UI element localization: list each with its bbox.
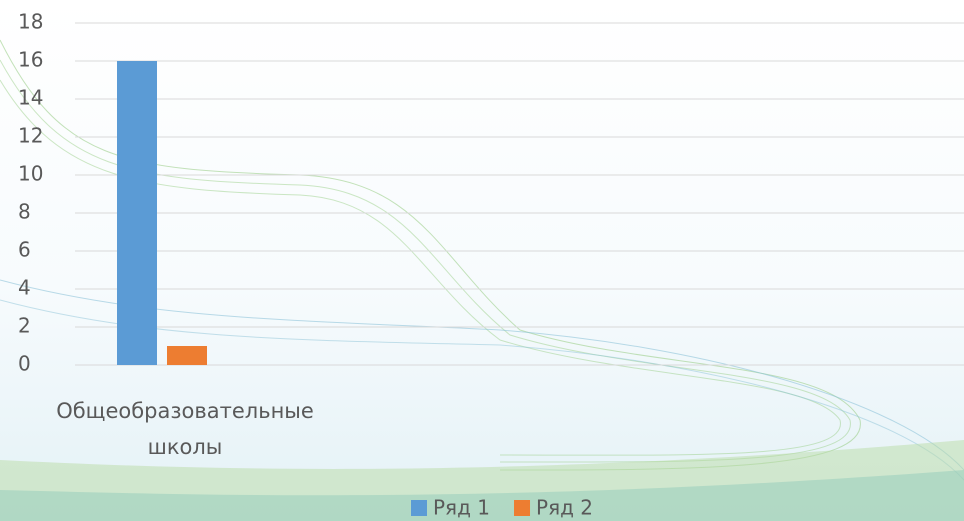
chart-page: 0 2 4 6 8 10 12 14 16 18 Ряд 1 Ряд 2 Общеобразовате… bbox=[0, 0, 964, 521]
x-tick-label: Общеобразовательные школы bbox=[20, 393, 350, 465]
y-tick-label: 8 bbox=[18, 200, 31, 224]
legend-label: Ряд 2 bbox=[536, 496, 593, 520]
y-tick-label: 18 bbox=[18, 10, 43, 34]
legend-swatch bbox=[514, 500, 530, 516]
bar bbox=[117, 61, 157, 365]
y-tick-label: 6 bbox=[18, 238, 31, 262]
y-tick-label: 14 bbox=[18, 86, 43, 110]
y-tick-label: 10 bbox=[18, 162, 43, 186]
bar bbox=[167, 346, 207, 365]
legend-swatch bbox=[411, 500, 427, 516]
y-tick-label: 4 bbox=[18, 276, 31, 300]
y-tick-label: 0 bbox=[18, 352, 31, 376]
y-tick-label: 16 bbox=[18, 48, 43, 72]
legend-label: Ряд 1 bbox=[433, 496, 490, 520]
y-tick-label: 2 bbox=[18, 314, 31, 338]
y-tick-label: 12 bbox=[18, 124, 43, 148]
